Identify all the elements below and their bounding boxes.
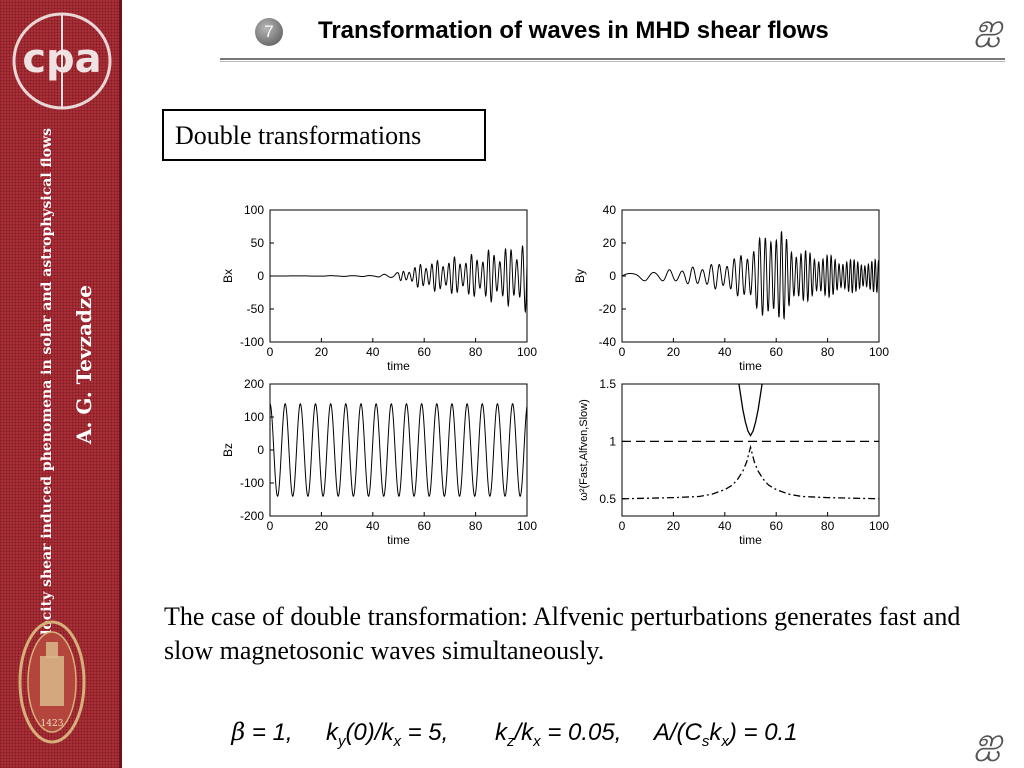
x-tick-label: 0 [619,519,626,533]
y-tick-label: -40 [599,335,617,349]
sidebar-title: Velocity shear induced phenomena in sola… [39,128,67,653]
x-tick-label: 100 [517,519,537,533]
series-line-dashdot [622,444,879,500]
nav-bottom-curl-icon[interactable]: ஐ [975,721,1003,761]
series-line-solid [738,384,763,437]
y-axis-label: ω²(Fast,Alfven,Slow) [578,399,590,501]
y-tick-label: -100 [240,335,264,349]
y-tick-label: 1.5 [599,377,616,391]
x-tick-label: 40 [718,345,732,359]
x-tick-label: 40 [366,345,380,359]
y-tick-label: 100 [244,203,264,217]
x-tick-label: 100 [517,345,537,359]
x-axis-label: time [387,533,410,547]
x-tick-label: 0 [267,345,274,359]
y-tick-label: 20 [603,236,617,250]
x-tick-label: 80 [821,519,835,533]
x-tick-label: 100 [869,345,889,359]
y-tick-label: 1 [609,434,616,448]
param-amplitude: A/(Cskx) = 0.1 [653,719,798,750]
x-tick-label: 80 [469,345,483,359]
x-tick-label: 60 [770,519,784,533]
y-tick-label: 0 [609,269,616,283]
y-tick-label: 40 [603,203,617,217]
title-underline [220,58,1005,62]
x-tick-label: 20 [315,519,329,533]
parameter-line: β = 1, ky(0)/kx = 5, kz/kx = 0.05, A/(Cs… [218,690,978,750]
series-line-by [622,231,879,320]
sidebar-title-text: Velocity shear induced phenomena in sola… [39,128,55,654]
y-tick-label: 0 [257,443,264,457]
y-axis-label: Bx [221,269,235,283]
y-axis-label: Bz [221,443,235,457]
x-tick-label: 40 [718,519,732,533]
y-tick-label: 200 [244,377,264,391]
sidebar: cpa Velocity shear induced phenomena in … [0,0,122,768]
x-axis-label: time [739,359,762,373]
x-axis-label: time [739,533,762,547]
x-axis-label: time [387,359,410,373]
x-tick-label: 20 [667,519,681,533]
university-seal-icon: 1423 [18,620,86,744]
slide-title: Transformation of waves in MHD shear flo… [318,17,829,44]
x-tick-label: 80 [821,345,835,359]
x-tick-label: 20 [667,345,681,359]
x-tick-label: 100 [869,519,889,533]
param-beta: β = 1, [231,718,293,746]
section-box: Double transformations [162,109,486,161]
nav-top-curl-icon[interactable]: ஐ [975,7,1003,47]
section-label: Double transformations [175,121,422,150]
panel-3-frame [621,383,880,517]
x-tick-label: 20 [315,345,329,359]
y-tick-label: 0 [257,269,264,283]
sidebar-author-text: A. G. Tevzadze [72,285,96,445]
x-tick-label: 60 [418,519,432,533]
param-ky: ky(0)/kx = 5, [325,719,449,750]
y-tick-label: 100 [244,410,264,424]
y-tick-label: 50 [251,236,265,250]
cpa-logo: cpa [12,12,112,110]
seal-year: 1423 [41,719,64,729]
caption: The case of double transformation: Alfve… [164,602,961,665]
x-tick-label: 60 [770,345,784,359]
param-kz: kz/kx = 0.05, [495,719,622,750]
x-tick-label: 0 [619,345,626,359]
sidebar-author: A. G. Tevzadze [72,285,100,445]
y-tick-label: -50 [247,302,265,316]
y-tick-label: 0.5 [599,492,616,506]
y-tick-label: -20 [599,302,617,316]
y-tick-label: -100 [240,476,264,490]
x-tick-label: 40 [366,519,380,533]
x-tick-label: 80 [469,519,483,533]
series-line-bx [270,244,527,314]
y-tick-label: -200 [240,509,264,523]
y-axis-label: By [573,269,587,283]
x-tick-label: 0 [267,519,274,533]
series-line-bz [270,403,527,497]
slide-number-badge: 7 [255,18,283,46]
x-tick-label: 60 [418,345,432,359]
